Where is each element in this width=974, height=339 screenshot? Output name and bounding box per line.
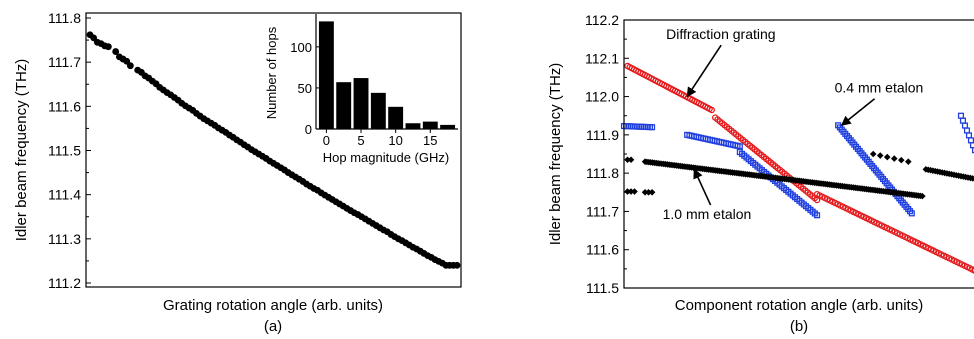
panel-a-x-axis-label: Grating rotation angle (arb. units) — [163, 297, 383, 314]
inset-bar — [318, 21, 334, 130]
inset-bar — [353, 78, 369, 129]
panel-b-y-tick-label: 111.7 — [586, 203, 619, 219]
panel-b-label: (b) — [790, 318, 808, 335]
inset-y-tick-label: 50 — [298, 81, 312, 96]
inset-bar — [440, 124, 456, 129]
data-point — [624, 188, 631, 195]
data-point — [957, 112, 965, 119]
panel-b-y-tick-label: 111.6 — [586, 242, 619, 258]
panel-b-y-axis: 111.5 111.6 111.7 111.8 111.9 112.0 112.1 112.2 — [585, 12, 629, 296]
data-point — [624, 156, 631, 164]
panel-a-y-tick-label: 111.7 — [48, 54, 81, 70]
data-point — [104, 43, 112, 51]
inset-bar — [388, 106, 404, 129]
annotation-arrow — [686, 44, 722, 98]
inset-y-tick-label: 0 — [305, 122, 312, 137]
panel-a: 111.2 111.3 111.4 111.5 111.6 111.7 111.8 Idle… — [13, 10, 462, 335]
annotation-label: 0.4 mm etalon — [835, 80, 924, 96]
data-point — [112, 48, 120, 55]
inset-x-tick-label: 0 — [323, 133, 330, 148]
panel-b-points — [620, 62, 974, 274]
panel-b-x-axis-label: Component rotation angle (arb. units) — [675, 297, 923, 314]
data-point — [919, 192, 926, 200]
data-point — [631, 188, 638, 195]
annotation-arrow — [693, 168, 712, 206]
data-point — [876, 152, 884, 159]
data-point — [969, 142, 974, 149]
data-point — [969, 175, 974, 182]
data-point — [627, 156, 635, 164]
data-point — [965, 132, 973, 139]
panel-a-inset-histogram: 0 50 100 0 5 10 15 Number of hops Hop magnitud… — [264, 14, 458, 165]
panel-a-label: (a) — [264, 318, 282, 335]
panel-b-y-tick-label: 111.5 — [586, 280, 619, 296]
inset-x-tick-label: 10 — [388, 133, 402, 148]
panel-a-y-tick-label: 111.5 — [48, 143, 81, 159]
inset-bar — [370, 92, 386, 129]
data-point — [890, 155, 898, 162]
panel-a-y-tick-label: 111.3 — [48, 231, 81, 247]
panel-b-y-tick-label: 111.8 — [586, 165, 619, 181]
data-point — [814, 212, 821, 219]
data-point — [908, 210, 915, 217]
data-point — [641, 188, 649, 196]
inset-bar — [405, 123, 421, 129]
panel-a-y-axis: 111.2 111.3 111.4 111.5 111.6 111.7 111.8 — [48, 10, 91, 291]
panel-a-y-tick-label: 111.6 — [48, 98, 81, 114]
inset-y-tick-label: 100 — [290, 40, 312, 55]
inset-x-axis-label: Hop magnitude (GHz) — [323, 150, 449, 165]
inset-bar — [422, 121, 438, 129]
panel-a-y-axis-label: Idler beam frequency (THz) — [13, 59, 30, 242]
data-point — [708, 106, 716, 114]
data-point — [736, 143, 743, 150]
panel-b: 111.5 111.6 111.7 111.8 111.9 112.0 112.1 112.2… — [547, 12, 974, 335]
data-point — [971, 176, 974, 182]
inset-axes: 0 50 100 0 5 10 15 — [290, 14, 458, 148]
panel-a-y-tick-label: 111.4 — [48, 187, 81, 203]
data-point — [649, 124, 656, 131]
panel-b-y-tick-label: 112.1 — [585, 50, 619, 66]
panel-b-y-axis-label: Idler beam frequency (THz) — [547, 63, 564, 246]
panel-b-y-tick-label: 112.2 — [585, 12, 619, 28]
inset-bar — [336, 82, 352, 129]
data-point — [627, 188, 635, 195]
panel-b-annotations: Diffraction grating 0.4 mm etalon 1.0 mm e… — [663, 26, 924, 222]
data-point — [897, 156, 905, 164]
data-point — [883, 153, 891, 161]
data-point — [126, 62, 134, 70]
panel-b-y-tick-label: 111.9 — [586, 127, 619, 143]
data-point — [648, 188, 656, 196]
data-point — [967, 137, 974, 144]
data-point — [971, 147, 974, 154]
data-point — [959, 117, 967, 124]
data-point — [963, 127, 971, 134]
data-point — [961, 122, 969, 129]
annotation-label: Diffraction grating — [666, 26, 775, 42]
inset-x-tick-label: 15 — [423, 133, 437, 148]
panel-a-points — [86, 31, 461, 269]
inset-y-axis-label: Number of hops — [264, 26, 279, 119]
inset-x-tick-label: 5 — [357, 133, 364, 148]
data-point — [645, 188, 652, 196]
data-point — [905, 158, 912, 165]
panel-a-y-tick-label: 111.2 — [48, 275, 81, 291]
data-point — [869, 150, 877, 158]
data-point — [453, 261, 461, 269]
panel-b-y-tick-label: 112.0 — [585, 89, 619, 105]
panel-a-y-tick-label: 111.8 — [48, 10, 81, 26]
annotation-arrow — [840, 98, 876, 126]
data-point — [971, 267, 974, 274]
annotation-label: 1.0 mm etalon — [663, 206, 752, 222]
inset-bars — [318, 21, 456, 130]
